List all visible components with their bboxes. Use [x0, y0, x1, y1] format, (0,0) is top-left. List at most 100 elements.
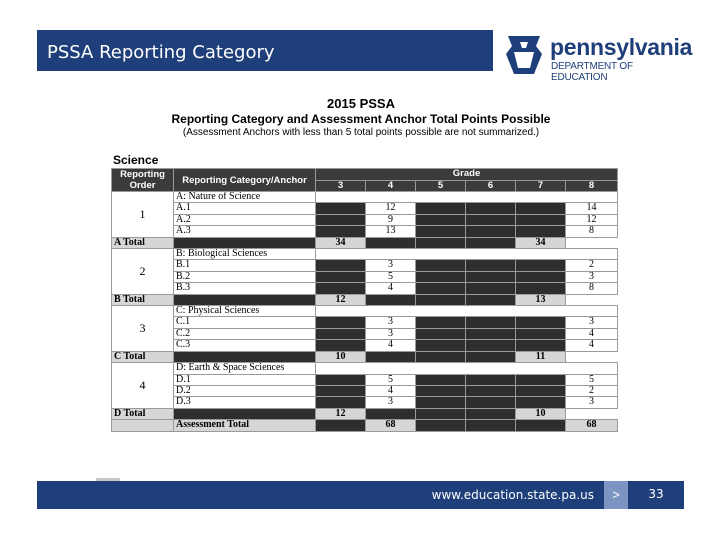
grade-8-total: 13: [515, 293, 566, 307]
grade-5-cell: [365, 407, 416, 421]
grade-7-cell: [515, 259, 566, 272]
grade-4-grand-total: 68: [365, 419, 416, 432]
next-arrow-icon[interactable]: >: [604, 481, 628, 509]
grade-5-cell: [415, 373, 466, 386]
grade-4-cell: 13: [365, 225, 416, 238]
grade-8-total: 11: [515, 350, 566, 364]
grade-4-cell: 9: [365, 213, 416, 227]
category-total-row: B Total 12 13: [111, 293, 618, 307]
reporting-order: 2: [111, 248, 174, 295]
grade-5-cell: [415, 419, 466, 432]
header-grade: Grade: [314, 168, 619, 181]
header-reporting-order: Reporting Order: [111, 168, 174, 192]
category-blank: [314, 248, 619, 261]
grade-6-cell: [465, 213, 516, 227]
grade-8-grand-total: 68: [564, 419, 619, 432]
anchor-label: C.2: [173, 327, 316, 341]
grade-7-cell: [465, 350, 516, 364]
logo-name: pennsylvania: [550, 34, 693, 60]
grade-7-cell: [515, 282, 566, 295]
grade-4-cell: 12: [365, 202, 416, 215]
anchor-label: B.3: [173, 282, 316, 295]
anchor-label: C.1: [173, 316, 316, 329]
assessment-total-label: Assessment Total: [173, 419, 316, 432]
points-table: Reporting Order Reporting Category/Anchor…: [111, 168, 619, 432]
grade-6-cell: [465, 270, 516, 284]
grade-4-cell: 5: [365, 373, 416, 386]
grade-3-cell: [315, 225, 366, 238]
category-row: 1 A: Nature of Science: [111, 190, 619, 238]
header-grade-5: 5: [415, 179, 466, 192]
grade-6-cell: [465, 259, 516, 272]
slide-title: PSSA Reporting Category: [47, 42, 275, 63]
grade-4-cell: 3: [365, 327, 416, 341]
category-label: D: Earth & Space Sciences: [173, 362, 316, 375]
grade-3-cell: [315, 270, 366, 284]
grade-7-cell: [515, 419, 566, 432]
reporting-order: 1: [111, 191, 174, 238]
table-header-row: Reporting Order Reporting Category/Anchor…: [111, 168, 619, 192]
anchor-row: D.3 3 3: [112, 396, 619, 409]
grade-8-cell: 14: [564, 202, 619, 215]
grade-5-cell: [415, 213, 466, 227]
total-label: C Total: [111, 350, 174, 364]
header-grade-7: 7: [515, 179, 566, 192]
grade-6-cell: [465, 339, 516, 352]
grade-3-cell: [315, 384, 366, 398]
grade-6-cell: [465, 373, 516, 386]
anchor-row: D.1 5 5: [112, 373, 619, 386]
grade-7-cell: [515, 213, 566, 227]
grade-8-total: 34: [515, 236, 566, 250]
anchor-label: A.3: [173, 225, 316, 238]
anchor-row: C.2 3 4: [112, 327, 619, 341]
anchor-row: B.3 4 8: [112, 282, 619, 295]
header-grade-6: 6: [465, 179, 516, 192]
grade-5-cell: [415, 225, 466, 238]
grade-6-cell: [465, 419, 516, 432]
grade-8-total: 10: [515, 407, 566, 421]
grade-5-cell: [415, 384, 466, 398]
footer-url[interactable]: www.education.state.pa.us: [431, 488, 594, 502]
grade-7-cell: [515, 339, 566, 352]
anchor-row: A.2 9 12: [112, 213, 619, 227]
pde-logo: pennsylvania DEPARTMENT OF EDUCATION: [500, 32, 693, 83]
category-total-row: D Total 12 10: [111, 407, 618, 421]
total-label: B Total: [111, 293, 174, 307]
category-row: 2 B: Biological Sciences: [111, 248, 619, 295]
grade-7-cell: [515, 384, 566, 398]
logo-department: DEPARTMENT OF EDUCATION: [551, 61, 633, 83]
grade-4-total: 34: [315, 236, 366, 250]
anchor-row: A.3 13 8: [112, 225, 619, 238]
grade-3-cell: [315, 282, 366, 295]
grade-7-cell: [465, 293, 516, 307]
grade-7-cell: [515, 373, 566, 386]
grade-4-cell: 3: [365, 396, 416, 409]
grade-7-cell: [515, 270, 566, 284]
grade-5-cell: [365, 293, 416, 307]
grade-5-cell: [365, 236, 416, 250]
grade-5-cell: [365, 350, 416, 364]
grade-3-cell: [315, 396, 366, 409]
grade-6-cell: [465, 316, 516, 329]
anchor-label: D.2: [173, 384, 316, 398]
grade-4-cell: 3: [365, 316, 416, 329]
grade-8-cell: 8: [564, 225, 619, 238]
grade-6-cell: [415, 236, 466, 250]
category-label: C: Physical Sciences: [173, 305, 316, 318]
grade-8-cell: 2: [564, 384, 619, 398]
grade-8-cell: 4: [564, 327, 619, 341]
anchor-row: B.1 3 2: [112, 259, 619, 272]
grade-3-cell: [315, 202, 366, 215]
grade-6-cell: [465, 225, 516, 238]
anchor-label: A.1: [173, 202, 316, 215]
grade-3-cell: [173, 407, 316, 421]
grade-4-total: 12: [315, 407, 366, 421]
assessment-total-row: Assessment Total 68 68: [111, 419, 619, 432]
slide-title-bar: PSSA Reporting Category: [37, 30, 493, 71]
header-grade-8: 8: [564, 179, 619, 192]
grade-7-cell: [515, 327, 566, 341]
grade-5-cell: [415, 270, 466, 284]
grade-4-cell: 4: [365, 339, 416, 352]
grade-5-cell: [415, 316, 466, 329]
